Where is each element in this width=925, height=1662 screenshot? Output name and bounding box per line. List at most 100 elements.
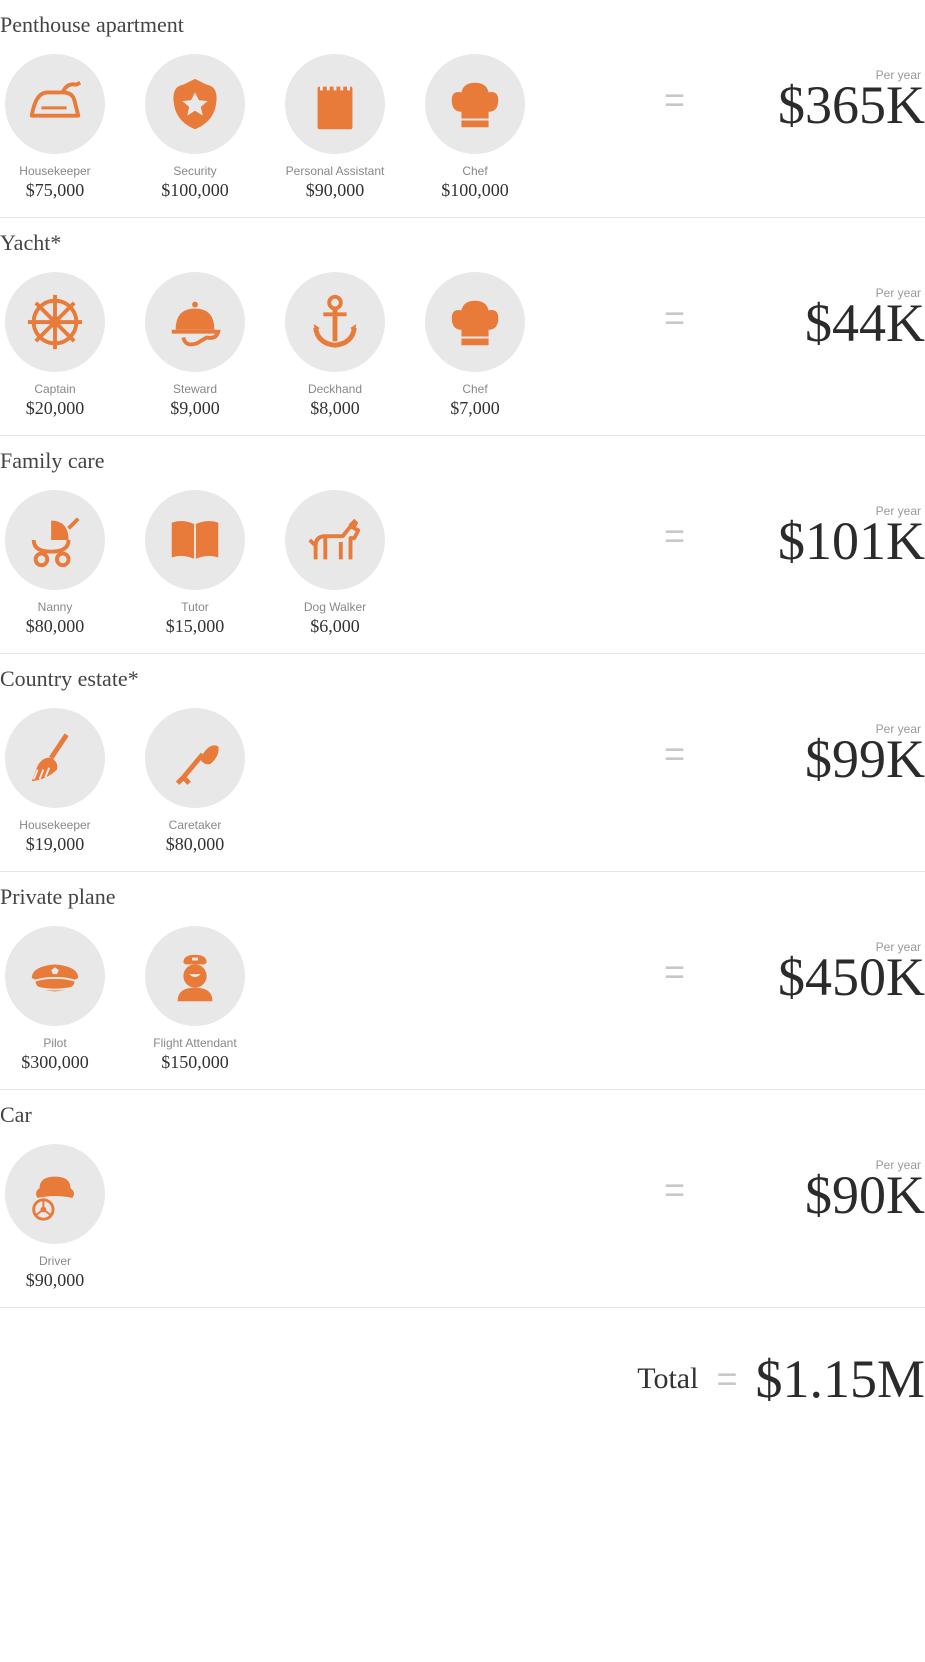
item-label: Driver <box>39 1254 71 1268</box>
badge-icon <box>145 54 245 154</box>
iron-icon <box>5 54 105 154</box>
subtotal-amount: $365K <box>705 78 925 132</box>
chefhat-icon <box>425 272 525 372</box>
equals-sign: = <box>664 951 685 993</box>
subtotal: = Per year$90K <box>600 1144 925 1222</box>
item-cost: $9,000 <box>170 398 220 419</box>
items-list: Captain$20,000 Steward$9,000 Deckhand $8,00… <box>0 272 600 419</box>
cost-item: Housekeeper $75,000 <box>0 54 110 201</box>
subtotal: = Per year$365K <box>600 54 925 132</box>
subtotal-amount: $44K <box>705 296 925 350</box>
section-title: Country estate* <box>0 666 925 692</box>
cost-section: Penthouse apartment Housekeeper $75,000 Sec… <box>0 0 925 218</box>
cost-item: Pilot $300,000 <box>0 926 110 1073</box>
subtotal-block: Per year$90K <box>705 1158 925 1222</box>
item-cost: $100,000 <box>161 180 229 201</box>
item-label: Tutor <box>181 600 209 614</box>
item-cost: $19,000 <box>26 834 85 855</box>
cost-section: Country estate* Housekeeper $19,000 Caretak… <box>0 654 925 872</box>
subtotal-block: Per year$101K <box>705 504 925 568</box>
items-list: Housekeeper $75,000 Security $100,000 Person… <box>0 54 600 201</box>
cost-item: Flight Attendant$150,000 <box>140 926 250 1073</box>
cost-item: Captain$20,000 <box>0 272 110 419</box>
cost-item: Dog Walker $6,000 <box>280 490 390 637</box>
section-title: Private plane <box>0 884 925 910</box>
equals-sign: = <box>664 79 685 121</box>
cost-item: Security $100,000 <box>140 54 250 201</box>
subtotal-amount: $99K <box>705 732 925 786</box>
cost-item: Caretaker $80,000 <box>140 708 250 855</box>
subtotal: = Per year$99K <box>600 708 925 786</box>
cost-section: Car Driver $90,000 = Per year$90K <box>0 1090 925 1308</box>
item-cost: $80,000 <box>166 834 225 855</box>
item-label: Security <box>173 164 216 178</box>
subtotal-block: Per year$450K <box>705 940 925 1004</box>
chefhat-icon <box>425 54 525 154</box>
item-label: Dog Walker <box>304 600 366 614</box>
subtotal-block: Per year$44K <box>705 286 925 350</box>
items-list: Pilot $300,000 Flight Attendant$150,000 <box>0 926 600 1073</box>
subtotal: = Per year$450K <box>600 926 925 1004</box>
total-section: Total = $1.15M <box>0 1308 925 1440</box>
equals-sign: = <box>664 297 685 339</box>
item-cost: $80,000 <box>26 616 85 637</box>
cloche-icon <box>145 272 245 372</box>
total-label: Total <box>637 1362 698 1396</box>
section-title: Family care <box>0 448 925 474</box>
equals-sign: = <box>664 515 685 557</box>
subtotal-amount: $101K <box>705 514 925 568</box>
infographic-container: Penthouse apartment Housekeeper $75,000 Sec… <box>0 0 925 1440</box>
item-label: Housekeeper <box>19 164 90 178</box>
section-title: Penthouse apartment <box>0 12 925 38</box>
item-cost: $90,000 <box>306 180 365 201</box>
section-row: Captain$20,000 Steward$9,000 Deckhand $8,00… <box>0 272 925 419</box>
item-cost: $75,000 <box>26 180 85 201</box>
driver-icon <box>5 1144 105 1244</box>
items-list: Driver $90,000 <box>0 1144 600 1291</box>
total-amount: $1.15M <box>755 1348 925 1410</box>
equals-sign: = <box>716 1358 737 1400</box>
cost-item: Tutor $15,000 <box>140 490 250 637</box>
equals-sign: = <box>664 733 685 775</box>
subtotal: = Per year$44K <box>600 272 925 350</box>
item-label: Personal Assistant <box>286 164 385 178</box>
section-title: Car <box>0 1102 925 1128</box>
shovel-icon <box>145 708 245 808</box>
cost-section: Yacht*Captain$20,000Steward$9,000Deckhan… <box>0 218 925 436</box>
subtotal-amount: $90K <box>705 1168 925 1222</box>
subtotal: = Per year$101K <box>600 490 925 568</box>
item-cost: $15,000 <box>166 616 225 637</box>
section-row: Driver $90,000 = Per year$90K <box>0 1144 925 1291</box>
item-label: Chef <box>462 164 487 178</box>
broom-icon <box>5 708 105 808</box>
item-cost: $6,000 <box>310 616 360 637</box>
book-icon <box>145 490 245 590</box>
item-label: Pilot <box>43 1036 66 1050</box>
section-row: Pilot $300,000 Flight Attendant$150,000 = Pe… <box>0 926 925 1073</box>
cost-item: Chef $7,000 <box>420 272 530 419</box>
cost-section: Private plane Pilot $300,000 Flight Attenda… <box>0 872 925 1090</box>
cost-item: Personal Assistant $90,000 <box>280 54 390 201</box>
item-cost: $8,000 <box>310 398 360 419</box>
item-label: Caretaker <box>169 818 222 832</box>
item-label: Deckhand <box>308 382 362 396</box>
item-cost: $7,000 <box>450 398 500 419</box>
dog-icon <box>285 490 385 590</box>
equals-sign: = <box>664 1169 685 1211</box>
cost-item: Steward$9,000 <box>140 272 250 419</box>
item-label: Flight Attendant <box>153 1036 236 1050</box>
subtotal-block: Per year$99K <box>705 722 925 786</box>
item-label: Captain <box>34 382 75 396</box>
items-list: Nanny $80,000 Tutor $15,000 Dog Walker $6,000 <box>0 490 600 637</box>
cost-item: Chef$100,000 <box>420 54 530 201</box>
item-label: Nanny <box>38 600 73 614</box>
cost-item: Nanny $80,000 <box>0 490 110 637</box>
item-label: Chef <box>462 382 487 396</box>
section-row: Housekeeper $19,000 Caretaker $80,000 = Per y… <box>0 708 925 855</box>
items-list: Housekeeper $19,000 Caretaker $80,000 <box>0 708 600 855</box>
item-label: Housekeeper <box>19 818 90 832</box>
item-cost: $300,000 <box>21 1052 89 1073</box>
subtotal-block: Per year$365K <box>705 68 925 132</box>
item-cost: $90,000 <box>26 1270 85 1291</box>
section-row: Nanny $80,000 Tutor $15,000 Dog Walker $6,000… <box>0 490 925 637</box>
